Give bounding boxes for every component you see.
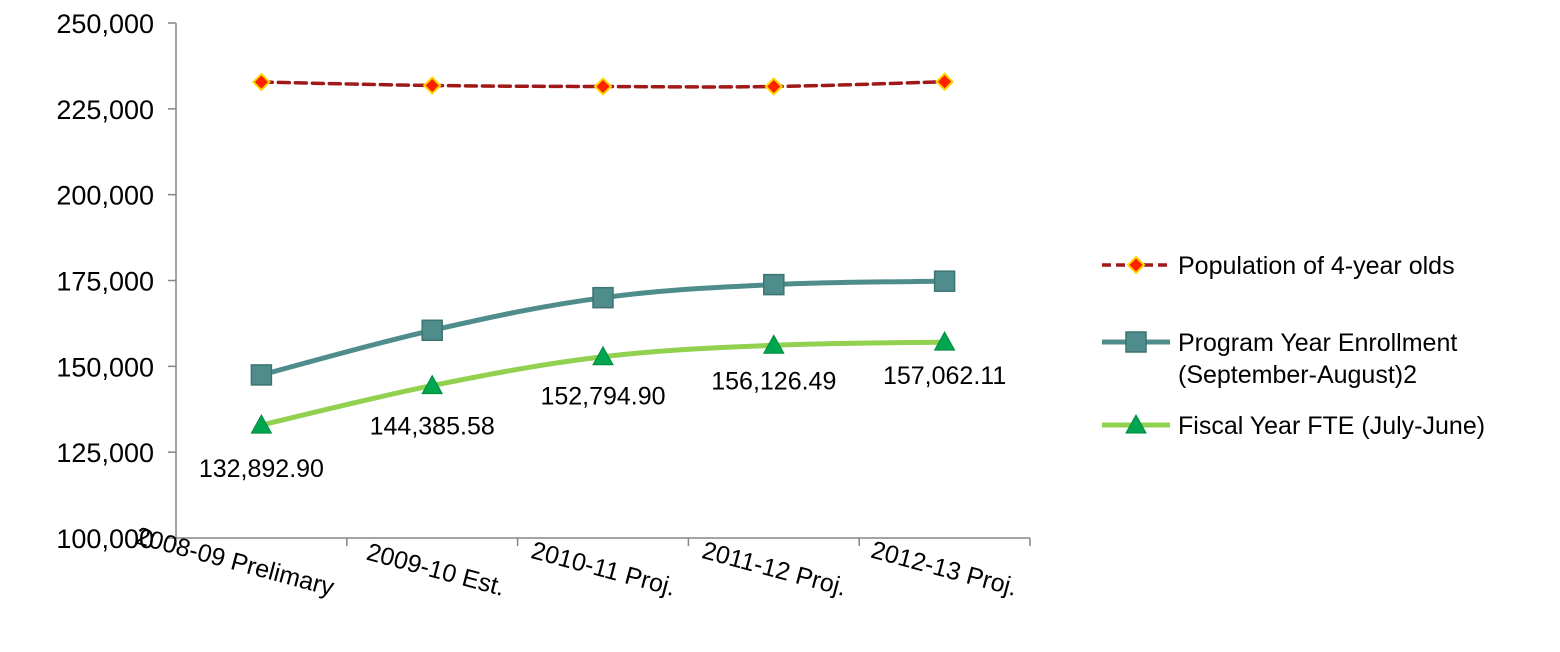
legend-swatch-marker	[1125, 413, 1147, 434]
data-label: 152,794.90	[540, 383, 665, 411]
x-tick-label: 2012-13 Proj.	[868, 536, 1020, 602]
y-tick-label: 175,000	[56, 267, 154, 297]
data-label: 157,062.11	[883, 362, 1006, 390]
x-tick-label: 2008-09 Prelimary	[133, 522, 338, 602]
enrollment-point	[933, 270, 956, 292]
enrollment-point	[592, 286, 614, 309]
enrollment-point	[763, 273, 785, 296]
legend-label: Program Year Enrollment	[1178, 329, 1457, 357]
y-tick-label: 250,000	[56, 9, 154, 39]
data-label: 132,892.90	[199, 455, 324, 483]
y-tick-label: 125,000	[56, 438, 154, 468]
legend-label: Fiscal Year FTE (July-June)	[1178, 412, 1485, 440]
population-point	[764, 77, 784, 96]
data-label: 144,385.58	[370, 413, 495, 441]
legend-swatch-marker	[1125, 331, 1147, 353]
fte-point	[421, 374, 444, 395]
enrollment-point	[421, 319, 443, 342]
y-tick-label: 150,000	[56, 352, 154, 382]
data-label: 156,126.49	[711, 367, 836, 395]
y-tick-label: 225,000	[56, 95, 154, 125]
enrollment-point	[250, 364, 273, 386]
fte-point	[933, 331, 956, 351]
fte-point	[762, 334, 785, 354]
population-point	[422, 76, 442, 95]
legend-swatch-marker	[1126, 255, 1146, 275]
legend: Population of 4-year olds Program Year En…	[1102, 252, 1485, 440]
population-point	[935, 72, 955, 92]
x-tick-label: 2011-12 Proj.	[699, 536, 849, 601]
legend-label: Population of 4-year olds	[1178, 252, 1455, 280]
x-tick-label: 2009-10 Est.	[364, 538, 508, 602]
series-layer	[250, 72, 956, 434]
y-tick-label: 100,000	[56, 524, 154, 554]
x-tick-label: 2010-11 Proj.	[528, 536, 678, 601]
fte-point	[592, 345, 614, 366]
fte-point	[250, 414, 273, 434]
y-tick-label: 200,000	[56, 181, 154, 211]
data-labels: 132,892.90 144,385.58 152,794.90 156,126.49…	[199, 362, 1006, 483]
legend-label: (September-August)2	[1178, 361, 1417, 389]
population-point	[251, 72, 271, 92]
population-point	[593, 77, 613, 96]
